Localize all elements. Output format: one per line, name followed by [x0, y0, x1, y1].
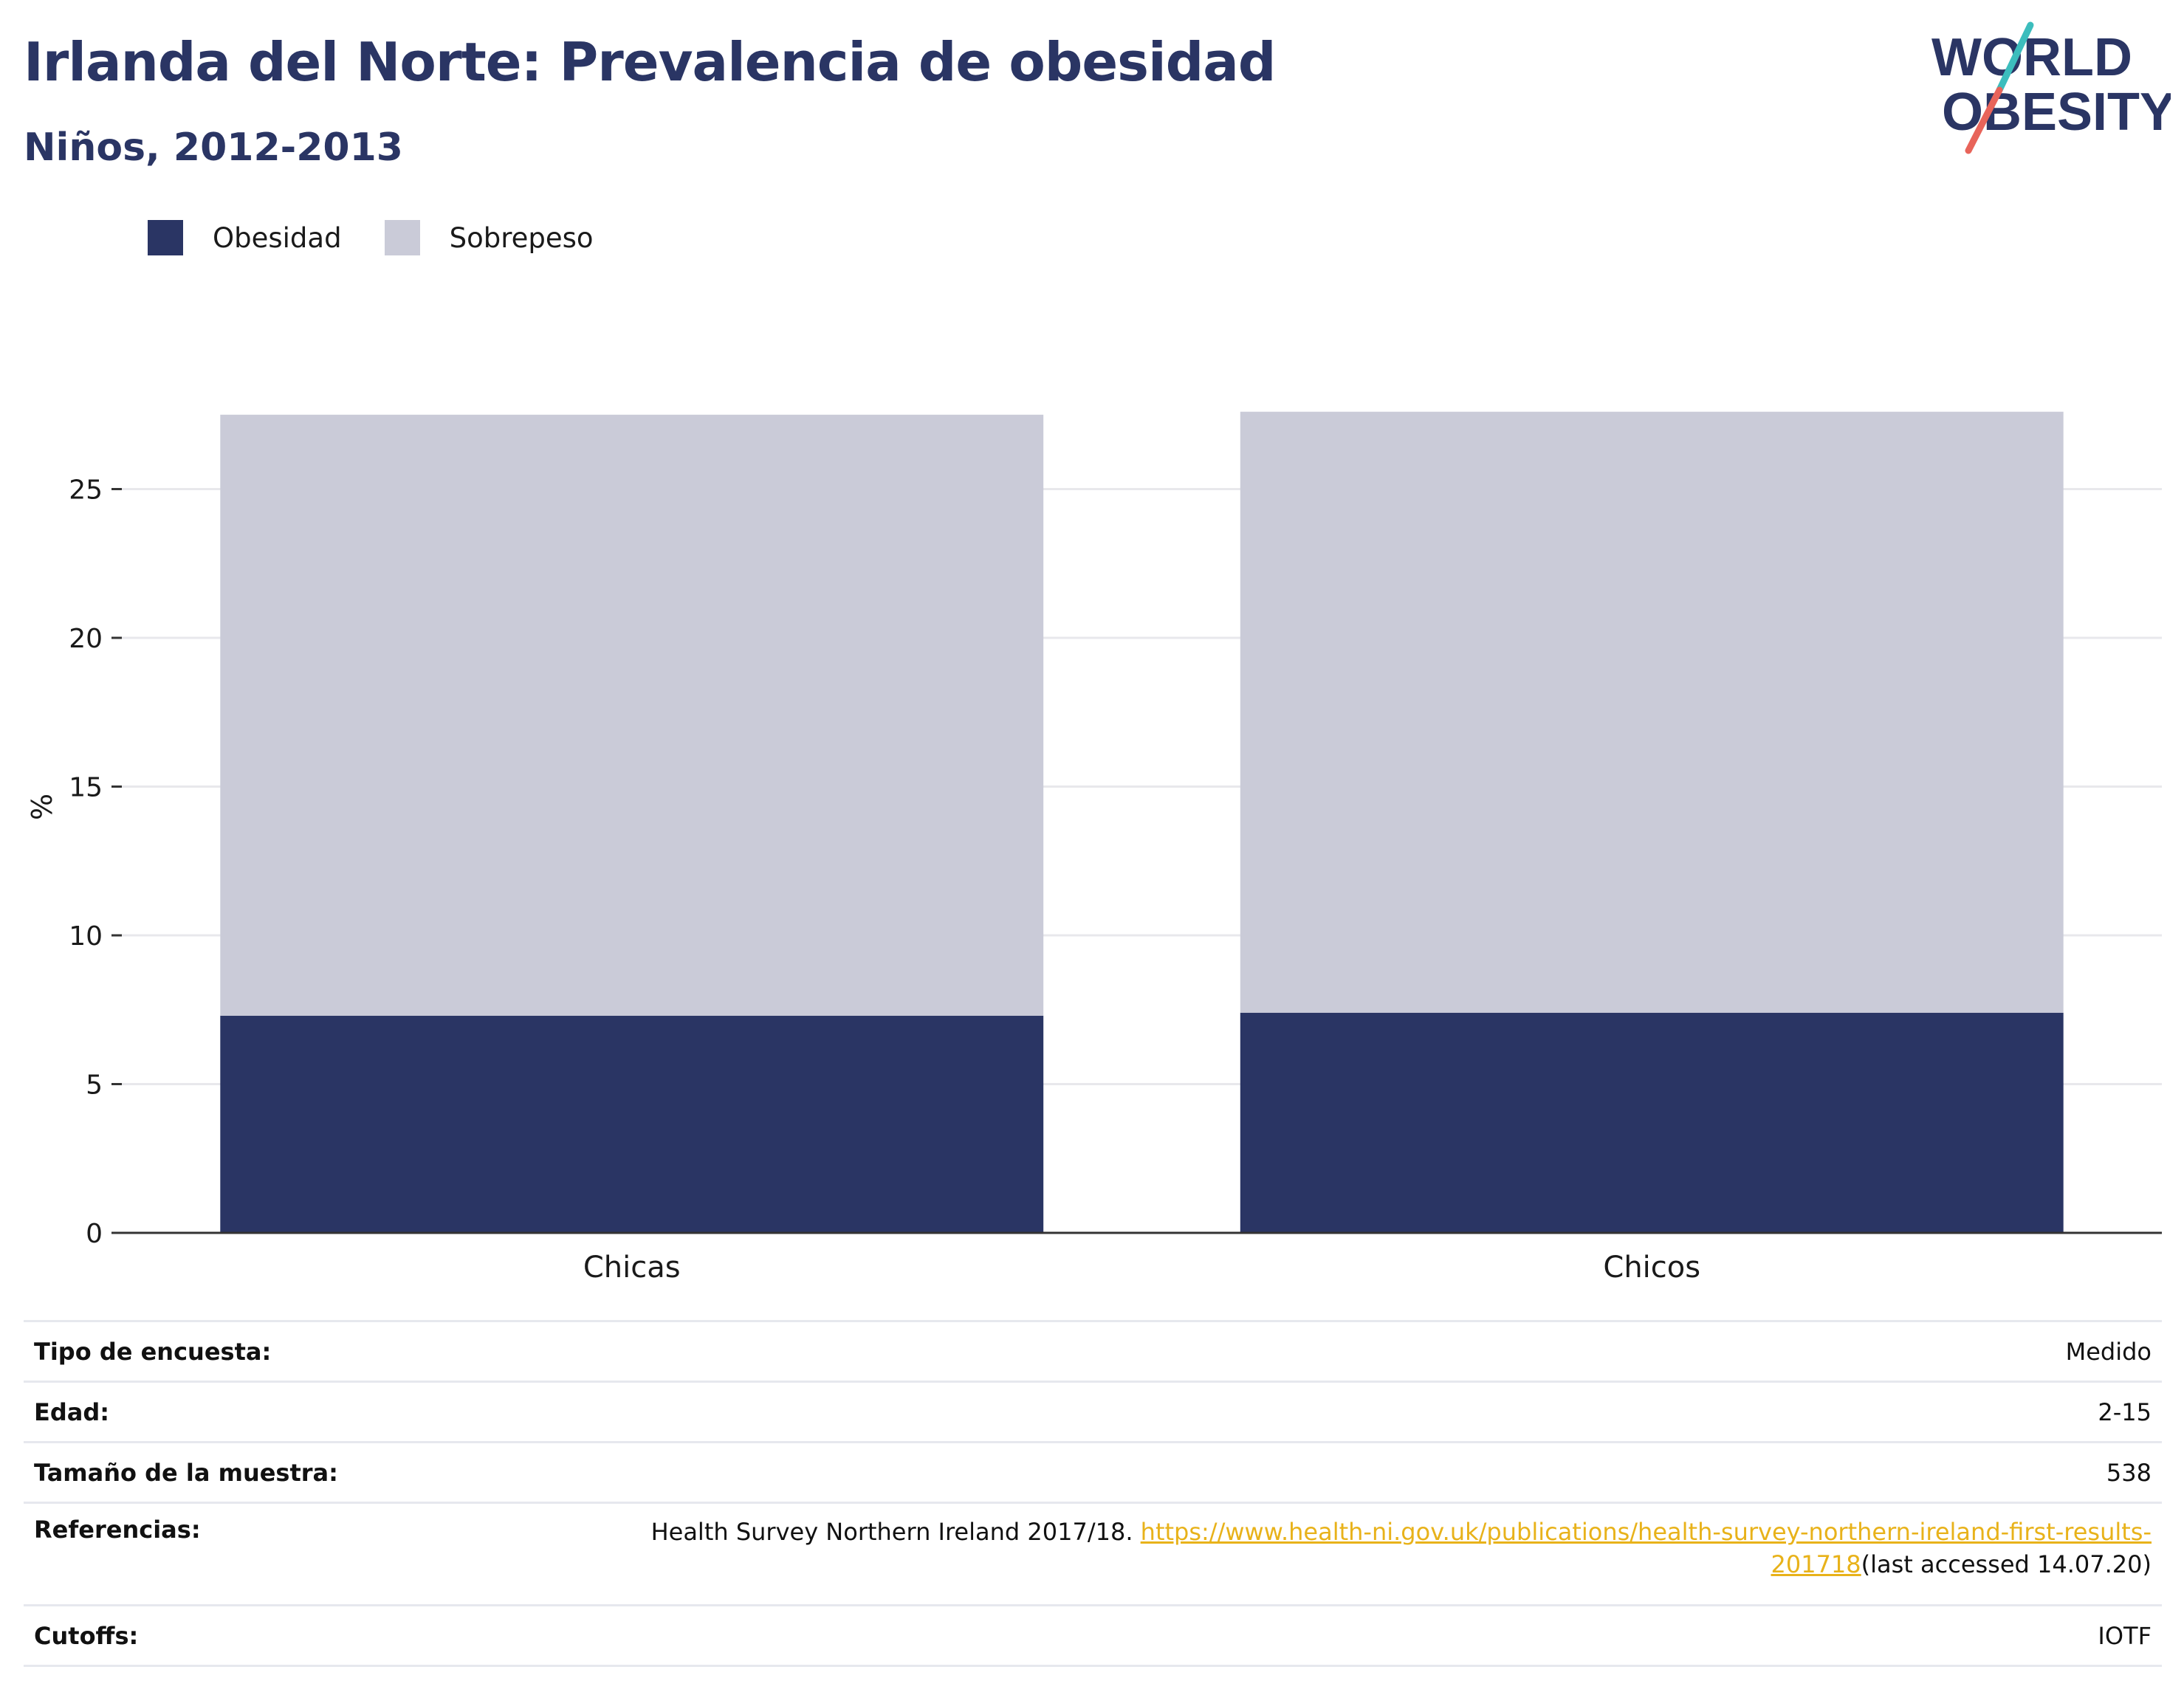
y-axis-label: % — [26, 794, 58, 820]
y-tick-label: 20 — [69, 624, 103, 654]
info-value: 538 — [2106, 1458, 2152, 1487]
logo-teal-slash — [1996, 21, 2034, 94]
legend-label-sobrepeso: Sobrepeso — [449, 221, 594, 254]
y-tick-label: 25 — [69, 475, 103, 506]
page-title: Irlanda del Norte: Prevalencia de obesid… — [24, 31, 1276, 93]
info-value: Medido — [2065, 1337, 2152, 1366]
info-row-references: Referencias: Health Survey Northern Irel… — [24, 1502, 2162, 1606]
info-value: IOTF — [2098, 1621, 2152, 1650]
reference-accessed: (last accessed 14.07.20) — [1861, 1550, 2152, 1578]
info-value-references: Health Survey Northern Ireland 2017/18. … — [392, 1503, 2162, 1606]
bars — [220, 411, 2064, 1233]
bar-obesidad-chicas — [220, 1015, 1044, 1233]
info-key: Edad: — [34, 1397, 110, 1426]
y-tick-label: 0 — [86, 1219, 103, 1249]
page-subtitle: Niños, 2012-2013 — [24, 126, 403, 170]
legend-item-sobrepeso: Sobrepeso — [384, 220, 594, 255]
info-row-age: Edad: 2-15 — [24, 1381, 2162, 1443]
x-tick-label: Chicas — [583, 1251, 681, 1285]
info-key: Referencias: — [34, 1516, 201, 1544]
info-key: Tamaño de la muestra: — [34, 1458, 338, 1487]
y-tick-label: 15 — [69, 773, 103, 803]
stacked-bar-chart: 0 5 10 15 20 25 Chicas Chicos % — [26, 411, 2162, 1285]
bar-obesidad-chicos — [1240, 1012, 2064, 1233]
legend-swatch-obesidad — [148, 220, 183, 255]
y-tick-label: 10 — [69, 921, 103, 952]
info-value: 2-15 — [2098, 1397, 2152, 1426]
bar-sobrepeso-chicas — [220, 414, 1044, 1016]
reference-link-line2: 201718 — [1771, 1550, 1861, 1578]
info-row-sample-size: Tamaño de la muestra: 538 — [24, 1442, 2162, 1503]
info-row-survey-type: Tipo de encuesta: Medido — [24, 1321, 2162, 1382]
x-tick-label: Chicos — [1603, 1251, 1700, 1285]
info-key: Tipo de encuesta: — [34, 1337, 272, 1366]
world-obesity-logo: WORLD OBESITY — [1931, 21, 2171, 154]
legend-label-obesidad: Obesidad — [213, 221, 342, 254]
chart-legend: Obesidad Sobrepeso — [148, 220, 636, 255]
logo-red-slash — [1965, 86, 2003, 154]
axes: 0 5 10 15 20 25 Chicas Chicos — [69, 475, 2162, 1285]
reference-link-line1: https://www.health-ni.gov.uk/publication… — [1140, 1518, 2152, 1546]
logo-line1: WORLD — [1931, 28, 2132, 87]
reference-text: Health Survey Northern Ireland 2017/18. — [650, 1518, 1141, 1546]
bar-sobrepeso-chicos — [1240, 411, 2064, 1013]
info-row-cutoffs: Cutoffs: IOTF — [24, 1605, 2162, 1666]
info-key: Cutoffs: — [34, 1621, 139, 1650]
legend-item-obesidad: Obesidad — [148, 220, 342, 255]
legend-swatch-sobrepeso — [384, 220, 420, 255]
y-tick-label: 5 — [86, 1070, 103, 1101]
survey-info-table: Tipo de encuesta: Medido Edad: 2-15 Tama… — [24, 1320, 2162, 1667]
reference-link[interactable]: https://www.health-ni.gov.uk/publication… — [1141, 1518, 2152, 1578]
